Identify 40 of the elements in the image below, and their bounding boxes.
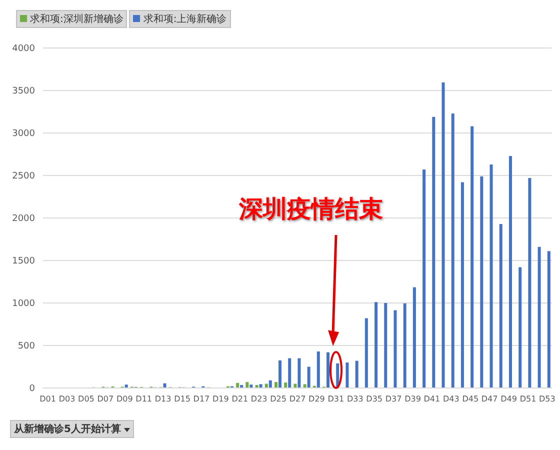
x-tick-label: D19 xyxy=(212,394,229,404)
y-tick-label: 3000 xyxy=(12,129,36,140)
y-tick-label: 4000 xyxy=(12,44,36,54)
x-tick-label: D45 xyxy=(462,394,479,404)
x-tick-label: D35 xyxy=(366,394,382,404)
x-tick-label: D37 xyxy=(385,394,402,404)
y-tick-label: 1500 xyxy=(12,256,36,267)
text: 从新增确诊5人开始计算 xyxy=(10,420,134,438)
x-tick-label: D23 xyxy=(250,394,268,404)
x-tick-label: D31 xyxy=(328,394,344,404)
x-tick-label: D33 xyxy=(346,394,364,404)
x-tick-label: D49 xyxy=(500,394,517,404)
y-tick-label: 2000 xyxy=(12,214,36,224)
annotation: 深圳疫情结束 xyxy=(238,194,384,225)
x-tick-label: D09 xyxy=(116,394,133,404)
legend-label: 求和项:深圳新增确诊 xyxy=(16,10,128,28)
x-tick-label: D05 xyxy=(78,394,94,404)
y-tick-label: 500 xyxy=(18,342,36,352)
y-tick-label: 2500 xyxy=(12,172,36,182)
x-tick-label: D01 xyxy=(40,394,56,404)
y-tick-label: 0 xyxy=(29,384,36,394)
y-tick-label: 3500 xyxy=(12,86,36,97)
x-tick-label: D11 xyxy=(136,394,152,404)
x-tick-label: D43 xyxy=(442,394,460,404)
x-tick-label: D41 xyxy=(424,394,440,404)
x-tick-label: D25 xyxy=(270,394,286,404)
x-tick-label: D47 xyxy=(481,394,498,404)
x-tick-label: D27 xyxy=(289,394,306,404)
x-tick-label: D17 xyxy=(193,394,210,404)
legend-label: 求和项:上海新确诊 xyxy=(129,10,231,28)
x-tick-label: D03 xyxy=(58,394,76,404)
x-tick-label: D39 xyxy=(404,394,421,404)
y-tick-label: 1000 xyxy=(12,299,36,310)
x-tick-label: D21 xyxy=(232,394,248,404)
x-tick-label: D15 xyxy=(174,394,190,404)
x-tick-label: D13 xyxy=(154,394,172,404)
x-tick-label: D07 xyxy=(97,394,114,404)
x-tick-label: D53 xyxy=(539,394,556,404)
x-tick-label: D29 xyxy=(308,394,325,404)
x-tick-label: D51 xyxy=(520,394,536,404)
